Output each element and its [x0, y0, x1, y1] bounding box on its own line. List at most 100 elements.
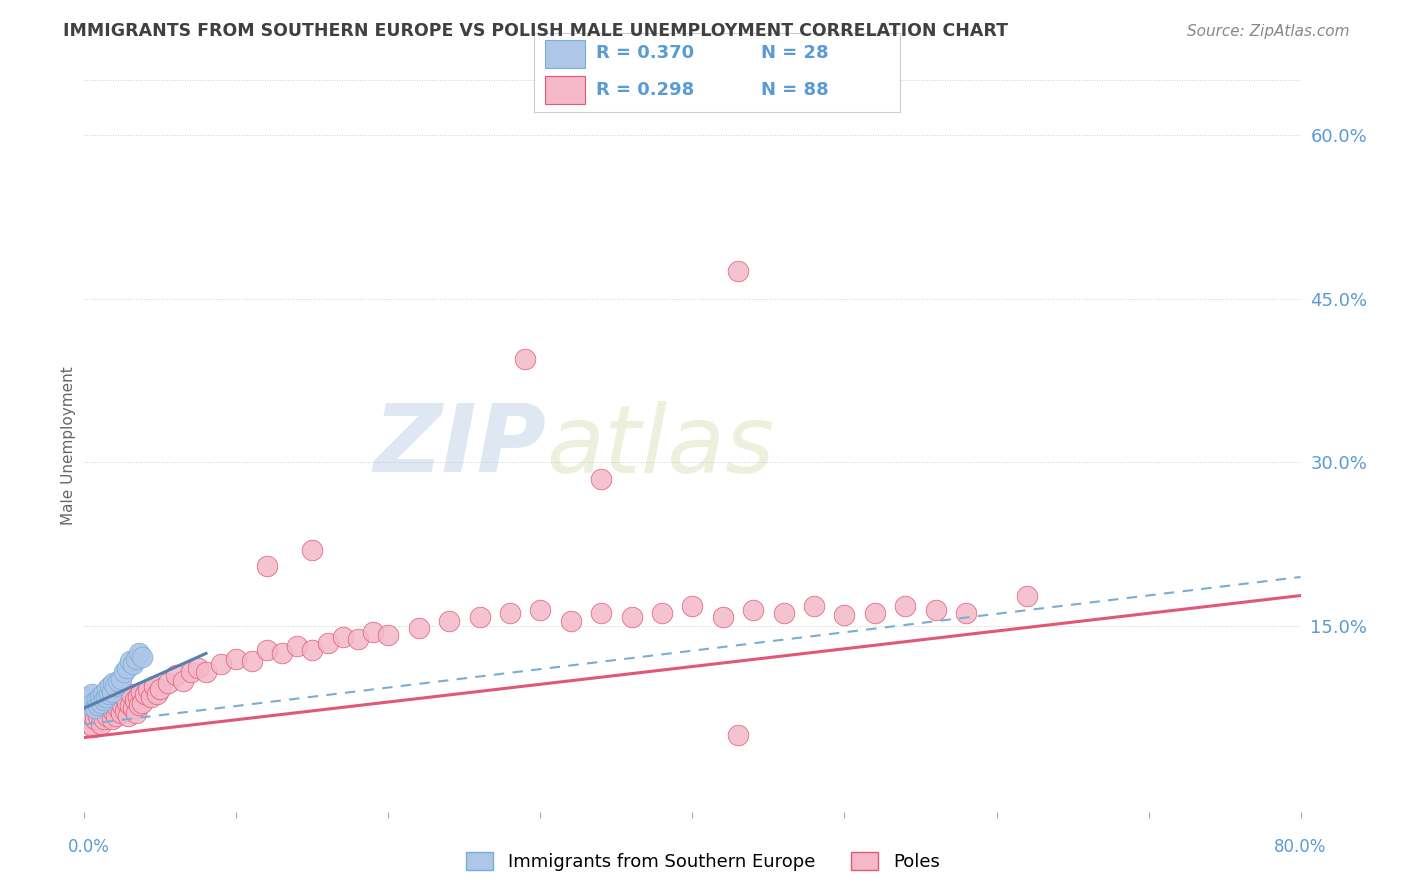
Point: [925, 603, 948, 617]
Point: [894, 599, 917, 614]
Point: [98, 679, 121, 693]
Point: [129, 684, 152, 698]
Point: [225, 652, 247, 666]
Point: [115, 660, 138, 674]
Point: [172, 673, 194, 688]
Point: [97, 687, 120, 701]
Point: [77, 693, 100, 707]
Point: [87, 698, 110, 712]
Point: [136, 682, 159, 697]
Point: [209, 657, 232, 672]
Point: [108, 693, 131, 707]
Point: [122, 701, 145, 715]
Point: [499, 606, 522, 620]
Point: [332, 630, 354, 644]
Point: [711, 610, 734, 624]
Point: [100, 712, 122, 726]
Point: [125, 652, 148, 666]
Point: [104, 698, 127, 712]
Text: atlas: atlas: [547, 401, 775, 491]
Text: Source: ZipAtlas.com: Source: ZipAtlas.com: [1187, 24, 1350, 38]
Point: [468, 610, 491, 624]
Point: [361, 624, 384, 639]
Point: [114, 704, 136, 718]
Point: [408, 621, 430, 635]
Y-axis label: Male Unemployment: Male Unemployment: [60, 367, 76, 525]
Text: N = 88: N = 88: [761, 80, 828, 98]
Point: [316, 635, 339, 649]
Point: [742, 603, 765, 617]
Point: [195, 665, 218, 679]
Point: [271, 647, 294, 661]
Point: [103, 676, 125, 690]
Point: [727, 728, 749, 742]
Point: [301, 643, 323, 657]
Text: 80.0%: 80.0%: [1274, 838, 1327, 856]
Point: [803, 599, 825, 614]
Point: [94, 704, 117, 718]
Point: [121, 687, 143, 701]
Point: [105, 708, 128, 723]
Text: R = 0.370: R = 0.370: [596, 45, 695, 62]
Text: IMMIGRANTS FROM SOUTHERN EUROPE VS POLISH MALE UNEMPLOYMENT CORRELATION CHART: IMMIGRANTS FROM SOUTHERN EUROPE VS POLIS…: [63, 22, 1008, 40]
Text: R = 0.298: R = 0.298: [596, 80, 695, 98]
Text: ZIP: ZIP: [374, 400, 547, 492]
Point: [124, 693, 146, 707]
Point: [82, 720, 104, 734]
Point: [180, 665, 202, 679]
Point: [87, 708, 110, 723]
Point: [93, 712, 115, 726]
Point: [955, 606, 977, 620]
Point: [80, 708, 103, 723]
Point: [96, 708, 118, 723]
Point: [118, 654, 141, 668]
Point: [91, 706, 114, 721]
Point: [112, 665, 135, 679]
Text: 0.0%: 0.0%: [67, 838, 110, 856]
Point: [560, 614, 582, 628]
Point: [96, 682, 118, 697]
Point: [97, 701, 120, 715]
Point: [149, 682, 172, 697]
Legend: Immigrants from Southern Europe, Poles: Immigrants from Southern Europe, Poles: [460, 845, 946, 879]
Point: [103, 704, 125, 718]
Point: [79, 698, 101, 712]
Point: [620, 610, 643, 624]
Point: [75, 712, 97, 726]
Point: [156, 676, 179, 690]
Point: [107, 701, 129, 715]
Point: [79, 701, 101, 715]
Text: N = 28: N = 28: [761, 45, 828, 62]
Point: [863, 606, 886, 620]
Point: [82, 696, 104, 710]
Point: [84, 701, 107, 715]
Point: [529, 603, 551, 617]
Point: [91, 687, 114, 701]
Point: [146, 687, 169, 701]
Point: [727, 264, 749, 278]
Point: [682, 599, 704, 614]
Point: [86, 693, 108, 707]
Point: [76, 690, 98, 704]
Point: [98, 696, 121, 710]
Point: [118, 698, 141, 712]
Point: [143, 679, 166, 693]
Point: [772, 606, 794, 620]
Point: [439, 614, 461, 628]
Point: [347, 632, 370, 647]
Point: [117, 708, 139, 723]
Point: [90, 717, 112, 731]
Point: [122, 657, 145, 672]
Point: [377, 628, 399, 642]
Point: [591, 472, 613, 486]
Point: [76, 706, 98, 721]
Point: [128, 647, 150, 661]
Point: [89, 690, 111, 704]
Point: [128, 698, 150, 712]
Point: [131, 696, 153, 710]
Point: [134, 687, 156, 701]
FancyBboxPatch shape: [546, 40, 585, 68]
Point: [256, 559, 278, 574]
Point: [110, 672, 132, 686]
Point: [301, 542, 323, 557]
